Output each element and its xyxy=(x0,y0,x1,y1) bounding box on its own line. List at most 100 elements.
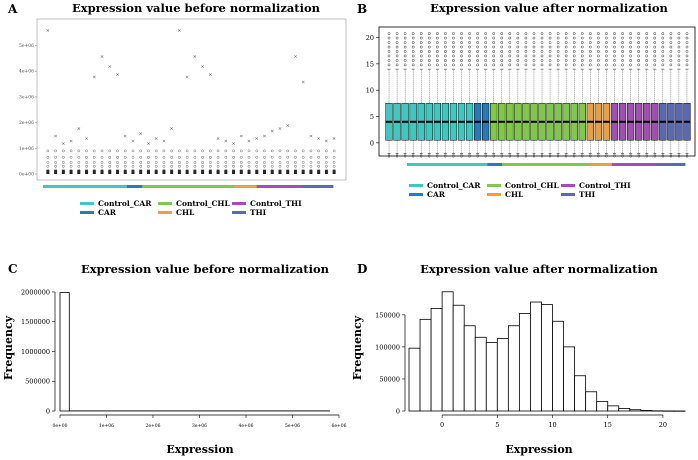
outlier-b xyxy=(444,32,446,34)
outlier-b xyxy=(469,154,471,156)
outlier-a xyxy=(147,165,149,167)
panel-a-group-bar-segment xyxy=(264,185,272,188)
panel-d-x-tick-label: 10 xyxy=(548,421,556,429)
outlier-b xyxy=(662,32,664,34)
outlier-b xyxy=(444,55,446,57)
outlier-b xyxy=(622,154,624,156)
outlier-b xyxy=(662,59,664,61)
panel-a-group-bar-segment xyxy=(318,185,326,188)
outlier-b xyxy=(573,59,575,61)
panel-a-group-bar-segment xyxy=(66,185,74,188)
outlier-b xyxy=(557,32,559,34)
outlier-max-a: × xyxy=(270,128,274,134)
outlier-b xyxy=(549,41,551,43)
outlier-a xyxy=(225,165,227,167)
outlier-a xyxy=(101,150,103,152)
outlier-a xyxy=(93,161,95,163)
outlier-a xyxy=(310,161,312,163)
outlier-b xyxy=(460,32,462,34)
outlier-b xyxy=(654,32,656,34)
outlier-a xyxy=(333,156,335,158)
outlier-b xyxy=(565,50,567,52)
histogram-bar-d xyxy=(475,337,486,411)
panel-d-x-axis-label: Expression xyxy=(505,443,572,456)
outlier-b xyxy=(597,41,599,43)
outlier-a xyxy=(163,156,165,158)
outlier-b xyxy=(493,59,495,61)
outlier-max-a: × xyxy=(170,126,174,132)
panel-a-group-bar-segment xyxy=(89,185,97,188)
outlier-b xyxy=(565,64,567,66)
outlier-a xyxy=(171,150,173,152)
outlier-b xyxy=(485,37,487,39)
outlier-b xyxy=(613,46,615,48)
outlier-b xyxy=(581,55,583,57)
outlier-a xyxy=(47,156,49,158)
outlier-a xyxy=(85,156,87,158)
outlier-b xyxy=(573,32,575,34)
outlier-b xyxy=(437,154,439,156)
panel-b-group-bar-segment xyxy=(641,163,649,166)
outlier-b xyxy=(396,46,398,48)
outlier-b xyxy=(468,50,470,52)
histogram-bar-d xyxy=(564,347,575,411)
outlier-b xyxy=(573,154,575,156)
outlier-max-a: × xyxy=(286,123,290,129)
panel-b-group-bar-segment xyxy=(407,163,415,166)
histogram-bar-d xyxy=(453,305,464,411)
outlier-b xyxy=(597,64,599,66)
outlier-b xyxy=(404,55,406,57)
outlier-a xyxy=(85,165,87,167)
outlier-a xyxy=(70,165,72,167)
outlier-max-a: × xyxy=(115,72,119,78)
outlier-a xyxy=(116,150,118,152)
outlier-a xyxy=(240,165,242,167)
outlier-b xyxy=(621,50,623,52)
outlier-b xyxy=(646,32,648,34)
panel-b-group-bar-segment xyxy=(502,163,510,166)
outlier-max-a: × xyxy=(177,28,181,34)
outlier-b xyxy=(613,50,615,52)
outlier-b xyxy=(646,37,648,39)
outlier-a xyxy=(248,165,250,167)
outlier-b xyxy=(485,50,487,52)
outlier-b xyxy=(613,59,615,61)
outlier-b xyxy=(428,59,430,61)
outlier-b xyxy=(678,32,680,34)
outlier-b xyxy=(541,64,543,66)
outlier-a xyxy=(248,161,250,163)
outlier-b xyxy=(517,55,519,57)
outlier-b xyxy=(549,154,551,156)
outlier-b xyxy=(678,50,680,52)
panel-a-group-bar-segment xyxy=(310,185,318,188)
panel-c-title: Expression value before normalization xyxy=(81,262,330,276)
panel-a-y-tick-label: 1e+06 xyxy=(19,146,34,152)
outlier-b xyxy=(468,32,470,34)
outlier-b xyxy=(589,37,591,39)
outlier-b xyxy=(388,32,390,34)
outlier-max-a: × xyxy=(301,80,305,86)
outlier-a xyxy=(240,150,242,152)
outlier-b xyxy=(501,32,503,34)
outlier-b xyxy=(630,154,632,156)
outlier-max-a: × xyxy=(131,139,135,145)
panel-b-group-bar-segment xyxy=(605,163,613,166)
panel-a-y-tick-label: 3e+06 xyxy=(19,94,34,100)
outlier-b xyxy=(597,32,599,34)
panel-b-legend-swatch xyxy=(487,193,501,196)
outlier-max-a: × xyxy=(255,136,259,142)
panel-b-group-bar-segment xyxy=(531,163,539,166)
outlier-a xyxy=(109,161,111,163)
outlier-b xyxy=(452,46,454,48)
outlier-a xyxy=(178,150,180,152)
panel-b-group-bar-segment xyxy=(451,163,459,166)
panel-a-y-tick-label: 4e+06 xyxy=(19,69,34,75)
panel-c-y-tick-label: 1500000 xyxy=(21,318,50,326)
panel-b-legend-label: Control_CAR xyxy=(427,181,481,190)
outlier-max-a: × xyxy=(201,64,205,70)
panel-a-legend-label: Control_CAR xyxy=(98,199,152,208)
outlier-b xyxy=(485,59,487,61)
panel-a-group-bar-segment xyxy=(96,185,104,188)
panel-d-x-tick-label: 20 xyxy=(659,421,667,429)
panel-b-letter: B xyxy=(357,2,367,16)
